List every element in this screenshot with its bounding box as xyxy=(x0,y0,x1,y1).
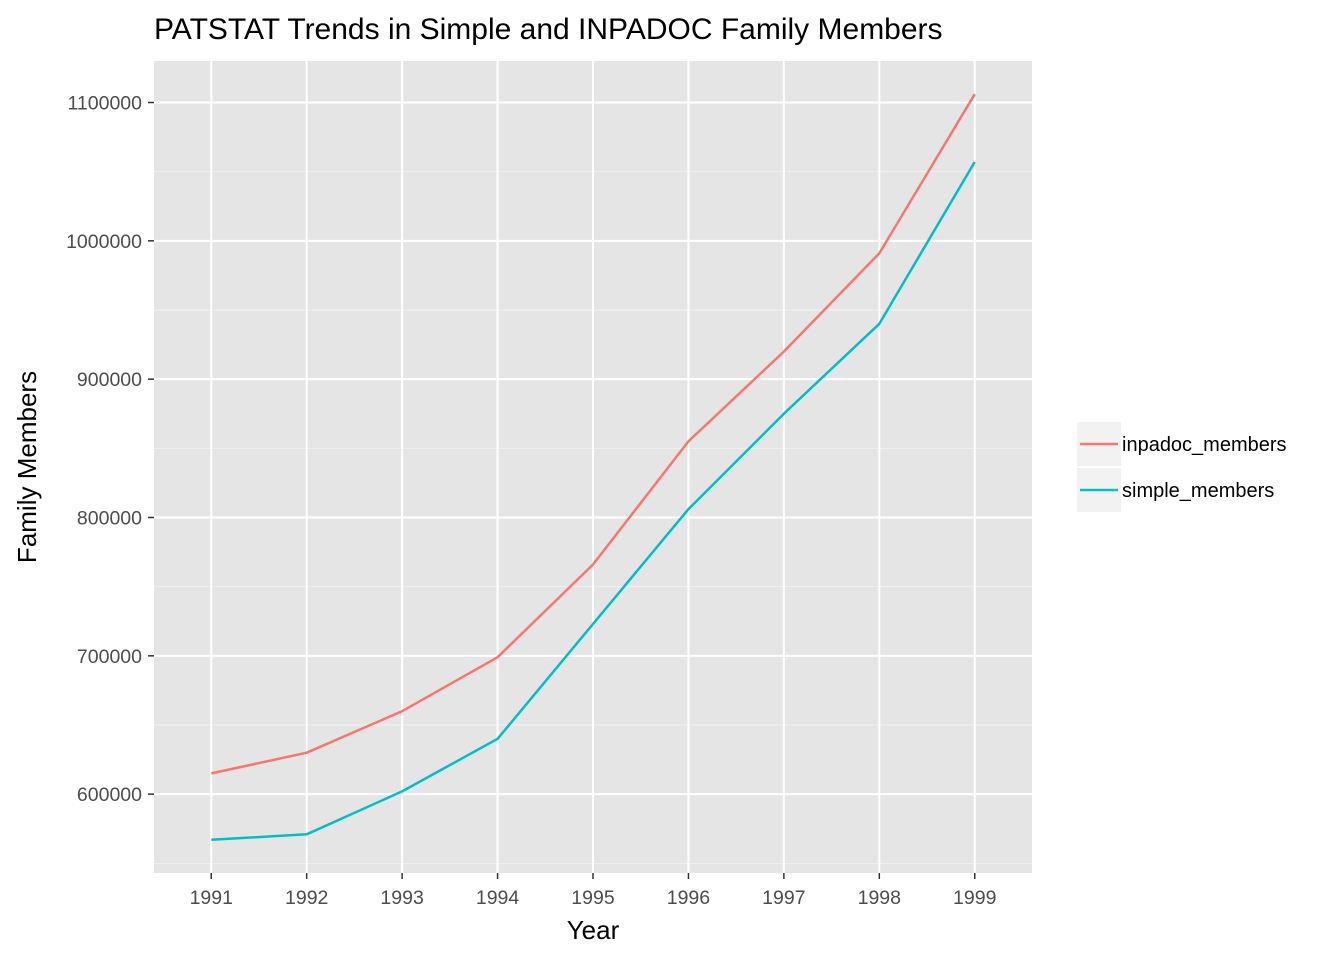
y-tick-label: 1100000 xyxy=(68,92,143,114)
x-axis: 1991 1992 1993 1994 1995 1996 1997 1998 1999 xyxy=(190,873,996,909)
x-tick-label: 1995 xyxy=(571,887,615,909)
y-tick-label: 1000000 xyxy=(66,231,142,253)
y-tick-label: 600000 xyxy=(77,784,142,806)
legend: inpadoc_members simple_members xyxy=(1077,422,1287,512)
x-tick-label: 1996 xyxy=(667,887,710,909)
x-tick-label: 1998 xyxy=(858,887,901,909)
legend-label-simple-members: simple_members xyxy=(1122,480,1274,502)
x-tick-label: 1999 xyxy=(953,887,996,909)
series-line-simple-members xyxy=(211,161,976,842)
series-lines xyxy=(211,93,976,842)
y-tick-label: 700000 xyxy=(77,646,142,668)
series-line-inpadoc-members xyxy=(211,93,976,775)
x-tick-label: 1991 xyxy=(190,887,233,909)
y-axis-title: Family Members xyxy=(12,371,42,563)
x-tick-label: 1993 xyxy=(380,887,423,909)
x-tick-label: 1994 xyxy=(476,887,520,909)
x-axis-title: Year xyxy=(567,915,620,945)
y-tick-label: 900000 xyxy=(77,369,142,391)
x-tick-label: 1997 xyxy=(762,887,805,909)
y-axis: 600000 700000 800000 900000 1000000 1100000 xyxy=(66,92,154,806)
x-tick-label: 1992 xyxy=(285,887,328,909)
legend-label-inpadoc-members: inpadoc_members xyxy=(1122,434,1287,456)
y-tick-label: 800000 xyxy=(77,507,142,529)
chart-title: PATSTAT Trends in Simple and INPADOC Fam… xyxy=(154,13,943,46)
